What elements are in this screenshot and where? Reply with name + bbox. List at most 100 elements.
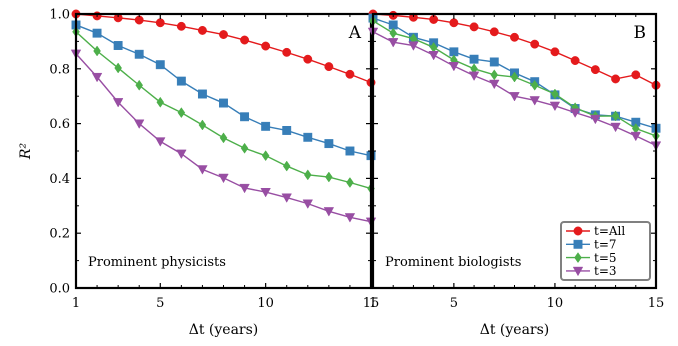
data-point bbox=[428, 51, 439, 61]
data-point bbox=[92, 28, 102, 38]
data-point bbox=[91, 72, 103, 83]
axes-frame bbox=[74, 12, 373, 290]
data-point bbox=[590, 114, 601, 125]
legend-label: t=All bbox=[594, 224, 625, 238]
data-point bbox=[346, 177, 354, 188]
x-tick-label: 5 bbox=[156, 296, 164, 311]
data-point bbox=[135, 79, 144, 91]
data-point bbox=[449, 18, 459, 28]
legend-entry: t=All bbox=[566, 224, 625, 238]
series-t7 bbox=[71, 20, 376, 161]
data-point bbox=[240, 35, 250, 45]
y-tick-label: 0.2 bbox=[49, 227, 70, 242]
x-tick-label: 15 bbox=[648, 296, 665, 311]
x-axis-label: Δt (years) bbox=[189, 322, 259, 338]
data-point bbox=[323, 207, 335, 217]
data-point bbox=[510, 32, 519, 42]
data-point bbox=[345, 69, 355, 79]
data-point bbox=[611, 110, 620, 122]
data-point bbox=[509, 92, 520, 102]
data-point bbox=[113, 41, 123, 50]
data-point bbox=[611, 74, 621, 84]
x-tick-label: 15 bbox=[363, 296, 380, 311]
x-tick-label: 10 bbox=[547, 296, 564, 311]
legend-entry: t=3 bbox=[566, 264, 617, 278]
x-tick-label: 5 bbox=[450, 296, 458, 311]
data-point bbox=[219, 98, 228, 108]
x-tick-label: 1 bbox=[369, 296, 377, 311]
data-point bbox=[281, 193, 292, 203]
data-point bbox=[176, 76, 186, 86]
data-point bbox=[177, 107, 186, 119]
data-point bbox=[198, 119, 207, 131]
legend-label: t=5 bbox=[594, 251, 617, 265]
data-point bbox=[197, 165, 208, 175]
panel-tag: B bbox=[634, 23, 647, 43]
data-point bbox=[631, 70, 641, 80]
x-axis-label: Δt (years) bbox=[480, 322, 550, 338]
data-point bbox=[114, 62, 122, 74]
data-point bbox=[530, 79, 539, 91]
data-point bbox=[389, 27, 398, 39]
data-point bbox=[261, 41, 271, 51]
data-point bbox=[133, 119, 145, 129]
data-point bbox=[630, 131, 642, 142]
data-point bbox=[134, 15, 144, 25]
data-point bbox=[489, 57, 499, 67]
y-tick-label: 0.0 bbox=[49, 282, 70, 297]
data-point bbox=[325, 171, 333, 183]
data-point bbox=[303, 132, 313, 142]
data-point bbox=[239, 183, 250, 194]
series-t5 bbox=[369, 15, 660, 142]
data-point bbox=[219, 30, 228, 39]
series-t3 bbox=[70, 49, 377, 228]
data-point bbox=[176, 149, 187, 160]
y-tick-label: 0.4 bbox=[49, 172, 70, 187]
data-point bbox=[489, 79, 500, 90]
data-point bbox=[489, 27, 499, 37]
data-point bbox=[155, 137, 166, 147]
legend-label: t=3 bbox=[594, 264, 617, 278]
legend-marker bbox=[572, 266, 584, 277]
data-point bbox=[570, 56, 580, 66]
data-point bbox=[240, 112, 250, 122]
data-point bbox=[240, 142, 249, 154]
data-point bbox=[550, 47, 560, 57]
y-tick-label: 1.0 bbox=[49, 8, 70, 23]
panel-tag: A bbox=[348, 23, 362, 43]
data-point bbox=[344, 213, 356, 223]
legend-marker bbox=[574, 252, 582, 264]
panel-caption: Prominent physicists bbox=[88, 255, 226, 270]
data-point bbox=[112, 98, 124, 108]
data-point bbox=[387, 38, 399, 48]
data-point bbox=[282, 160, 291, 172]
data-point bbox=[93, 45, 101, 57]
panel-caption: Prominent biologists bbox=[385, 255, 521, 270]
data-point bbox=[529, 96, 540, 106]
data-point bbox=[282, 126, 292, 135]
data-point bbox=[549, 101, 561, 112]
data-point bbox=[324, 62, 334, 72]
data-point bbox=[345, 146, 355, 156]
x-tick-label: 1 bbox=[72, 296, 80, 311]
data-point bbox=[302, 199, 314, 209]
data-point bbox=[469, 22, 479, 32]
series-line bbox=[75, 31, 372, 190]
data-point bbox=[282, 47, 292, 57]
data-point bbox=[218, 173, 229, 184]
series-t5 bbox=[72, 26, 375, 194]
data-point bbox=[197, 25, 207, 35]
legend-entry: t=7 bbox=[566, 238, 617, 252]
data-point bbox=[469, 54, 479, 64]
data-point bbox=[569, 108, 581, 118]
data-point bbox=[197, 89, 207, 99]
data-point bbox=[176, 21, 186, 31]
data-point bbox=[530, 39, 540, 49]
data-point bbox=[261, 150, 270, 162]
x-tick-label: 10 bbox=[257, 296, 274, 311]
y-tick-label: 0.8 bbox=[49, 62, 70, 77]
